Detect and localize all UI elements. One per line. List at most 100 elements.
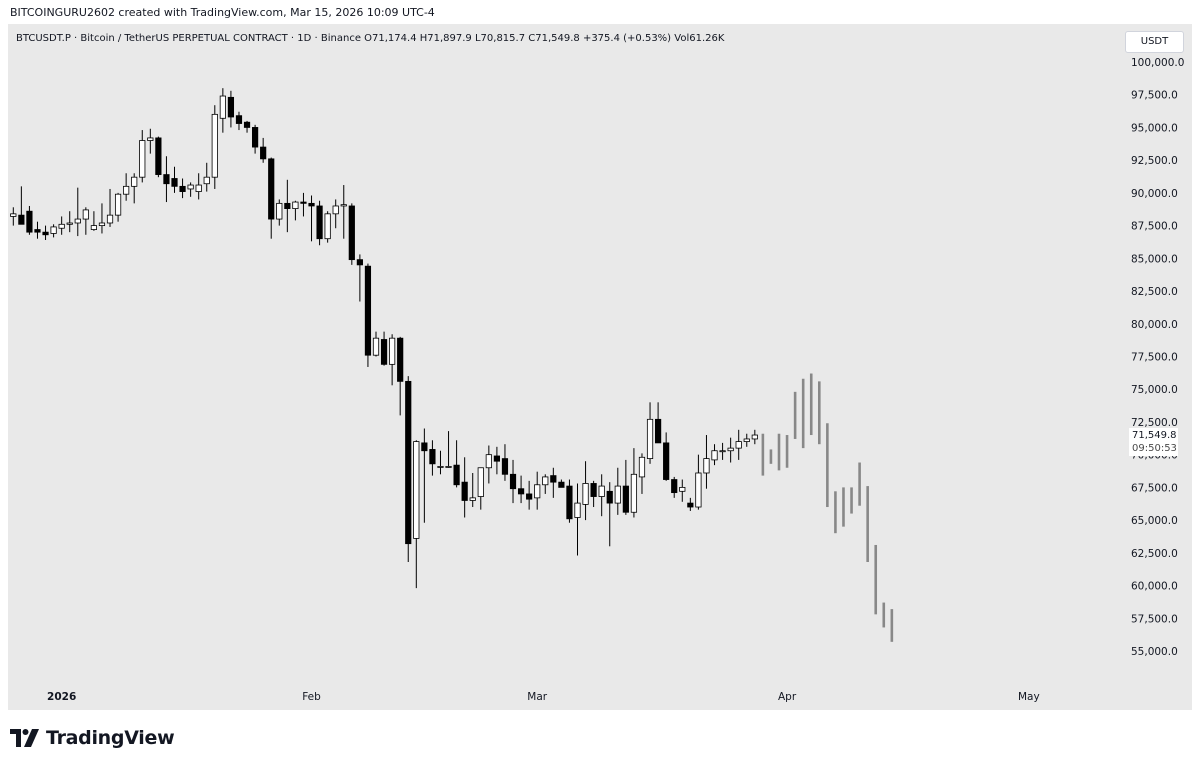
candle-body-down bbox=[251, 127, 259, 148]
candle bbox=[590, 480, 597, 508]
candle bbox=[469, 472, 476, 508]
candle-body-down bbox=[316, 205, 323, 240]
candle bbox=[461, 457, 468, 518]
candle bbox=[163, 156, 170, 203]
candle bbox=[203, 162, 210, 192]
time-tick-label: May bbox=[1018, 691, 1040, 703]
last-price-value: 71,549.8 bbox=[1132, 430, 1177, 441]
candle-body-up bbox=[477, 467, 484, 497]
candle-body-down bbox=[243, 121, 251, 128]
candle bbox=[147, 128, 154, 154]
currency-selector[interactable]: USDT bbox=[1125, 31, 1184, 53]
candle-body-up bbox=[219, 95, 226, 119]
tradingview-logo-text: TradingView bbox=[46, 727, 175, 749]
candle bbox=[735, 429, 742, 460]
candle-body-up bbox=[98, 222, 106, 227]
candle-body-up bbox=[751, 434, 758, 440]
price-tick-label: 72,500.0 bbox=[1131, 417, 1178, 429]
candle-body-down bbox=[260, 146, 267, 160]
candle bbox=[687, 497, 694, 511]
candle-body-up bbox=[582, 483, 589, 505]
candle bbox=[445, 431, 452, 468]
candle bbox=[179, 178, 186, 199]
price-tick-label: 77,500.0 bbox=[1131, 352, 1178, 364]
price-tick-label: 85,000.0 bbox=[1131, 253, 1178, 265]
price-tick-label: 87,500.0 bbox=[1131, 221, 1178, 233]
projection-series bbox=[761, 373, 894, 642]
candle-body-up bbox=[82, 209, 89, 220]
price-axis: 55,000.0 57,500.0 60,000.0 62,500.0 65,000.0… bbox=[1131, 57, 1184, 658]
candle bbox=[243, 120, 251, 133]
candle-body-down bbox=[453, 464, 460, 486]
price-tick-label: 97,500.0 bbox=[1131, 90, 1178, 102]
candle bbox=[655, 402, 662, 444]
price-tick-label: 65,000.0 bbox=[1131, 515, 1178, 527]
candle bbox=[622, 459, 629, 515]
candle bbox=[582, 461, 589, 521]
candle-body-up bbox=[711, 450, 718, 461]
candle bbox=[106, 188, 114, 227]
candle bbox=[227, 90, 235, 128]
candle-body-up bbox=[719, 450, 726, 453]
candle bbox=[501, 444, 509, 481]
candle-body-up bbox=[340, 204, 347, 207]
candle bbox=[646, 402, 654, 464]
candle-body-down bbox=[501, 458, 509, 475]
candle-body-up bbox=[574, 502, 581, 518]
chart-pane[interactable] bbox=[8, 24, 1192, 710]
chart-caption: BITCOINGURU2602 created with TradingView… bbox=[10, 6, 435, 19]
candle bbox=[123, 173, 130, 201]
candle-body-down bbox=[622, 485, 629, 513]
price-tick-label: 57,500.0 bbox=[1131, 613, 1178, 625]
tradingview-logo[interactable]: TradingView bbox=[10, 724, 175, 752]
candle bbox=[114, 192, 122, 222]
candle bbox=[187, 182, 194, 197]
candle-body-down bbox=[308, 202, 315, 207]
candle bbox=[534, 471, 541, 510]
candle-body-up bbox=[389, 337, 396, 365]
candle bbox=[679, 479, 686, 502]
candle bbox=[284, 179, 291, 233]
candle-body-up bbox=[114, 193, 122, 216]
candle bbox=[26, 205, 33, 235]
projection-bar bbox=[769, 449, 773, 464]
candle-body-down bbox=[179, 185, 186, 192]
candle-body-down bbox=[284, 202, 291, 209]
candle bbox=[364, 263, 372, 367]
candle-body-down bbox=[34, 229, 41, 233]
candle-body-down bbox=[227, 96, 235, 118]
candle bbox=[751, 429, 758, 445]
candle-body-down bbox=[163, 174, 170, 185]
candle-body-down bbox=[655, 418, 662, 444]
candle-body-up bbox=[332, 205, 339, 215]
projection-bar bbox=[874, 544, 878, 615]
candle bbox=[630, 448, 638, 518]
candle-body-up bbox=[372, 337, 380, 356]
candle bbox=[372, 331, 380, 357]
candle bbox=[703, 435, 710, 489]
candle bbox=[10, 207, 17, 226]
candle-body-up bbox=[10, 213, 17, 217]
candle-series bbox=[10, 88, 758, 589]
candle bbox=[308, 195, 315, 242]
candle-body-up bbox=[679, 486, 686, 492]
candle-body-down bbox=[687, 502, 694, 508]
candle bbox=[477, 467, 484, 510]
candle bbox=[517, 475, 525, 504]
price-tick-label: 62,500.0 bbox=[1131, 548, 1178, 560]
candle bbox=[18, 186, 25, 225]
candle bbox=[405, 376, 412, 562]
candle bbox=[453, 440, 460, 488]
candle-body-up bbox=[485, 454, 492, 469]
time-tick-label: 2026 bbox=[47, 691, 76, 703]
candle-body-down bbox=[300, 201, 307, 204]
candle bbox=[74, 187, 81, 237]
price-tick-label: 67,500.0 bbox=[1131, 482, 1178, 494]
candle bbox=[380, 331, 388, 366]
candle-body-down bbox=[526, 493, 533, 500]
candle bbox=[397, 336, 404, 416]
candle bbox=[598, 474, 605, 517]
candle bbox=[421, 428, 428, 523]
projection-bar bbox=[818, 381, 821, 445]
